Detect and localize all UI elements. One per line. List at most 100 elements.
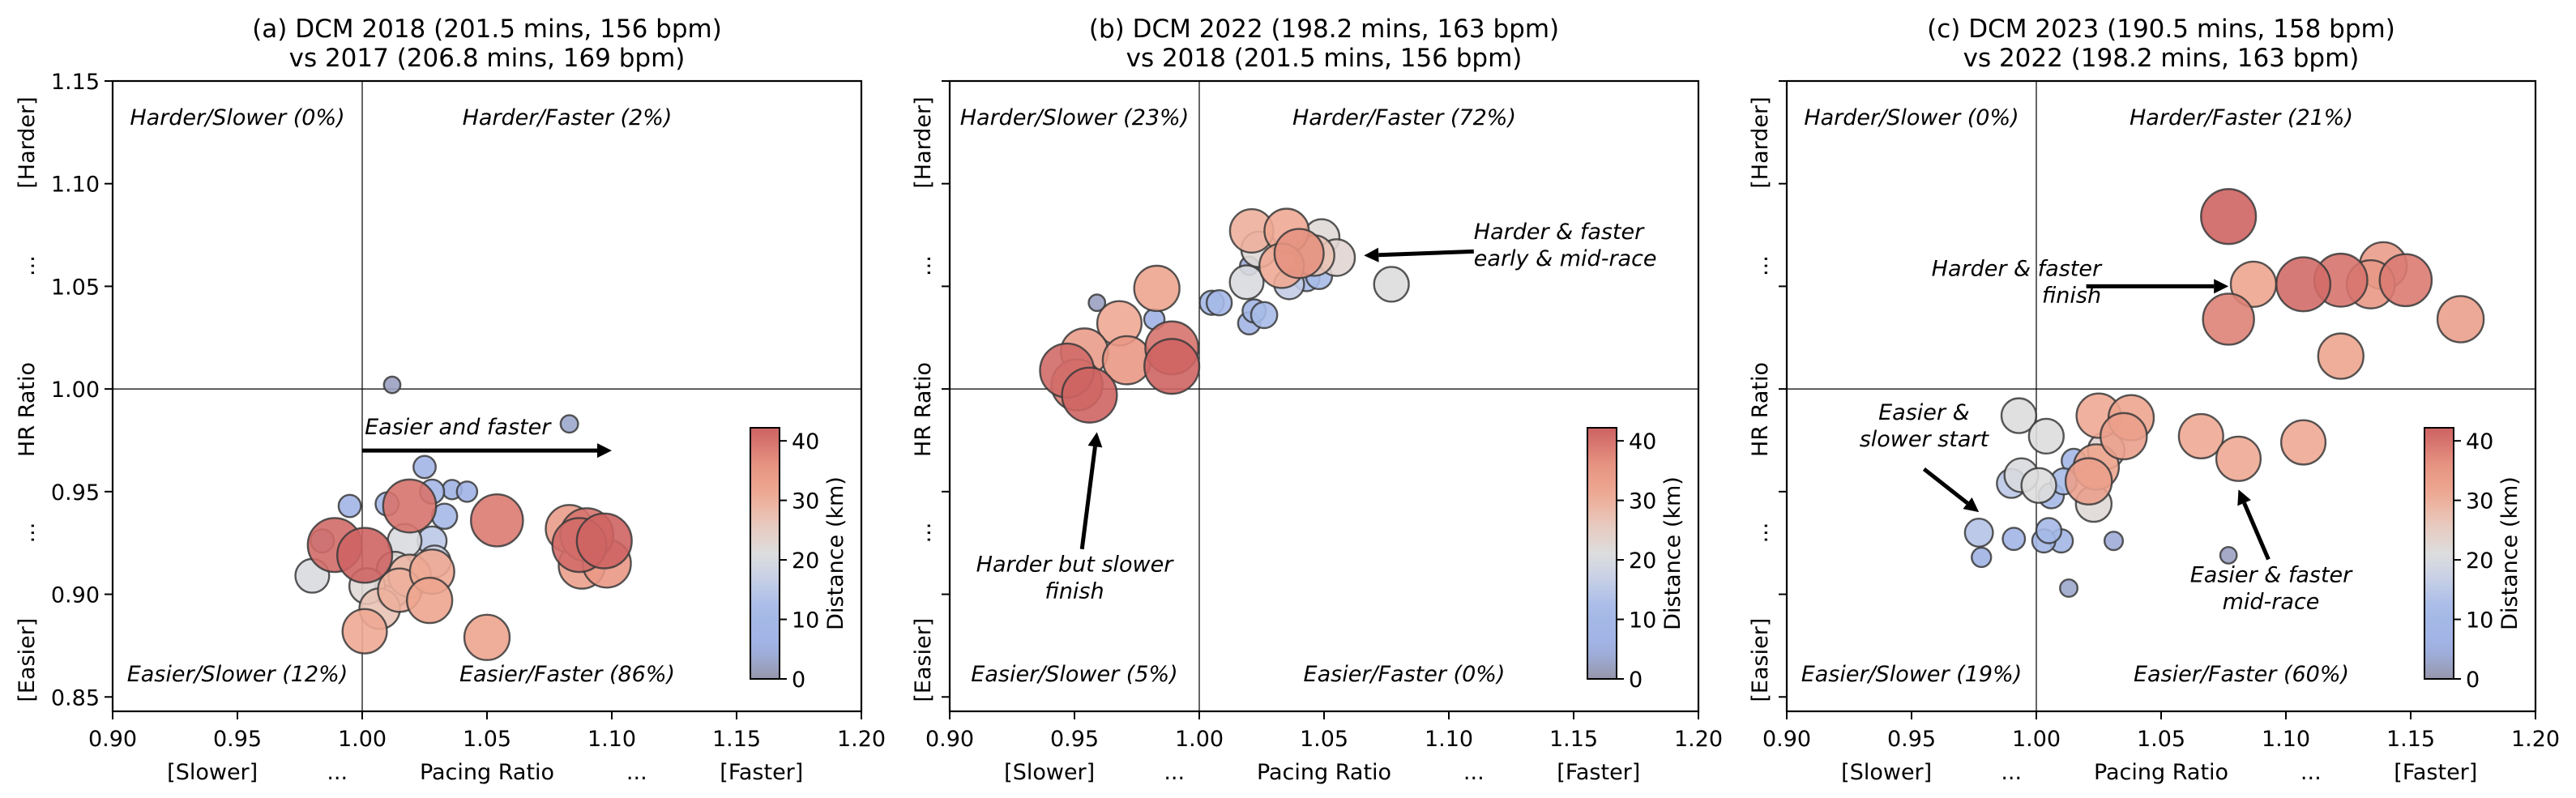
x-axis-ellipsis: ... [327, 760, 348, 785]
x-tick-label: 1.00 [1175, 727, 1224, 752]
data-point [2000, 397, 2038, 434]
x-axis-label-faster: [Faster] [2394, 760, 2477, 785]
annotation-arrow-head [1963, 497, 1980, 513]
data-point [2020, 467, 2057, 504]
y-tick-label: 1.05 [51, 275, 100, 300]
data-point [406, 576, 454, 625]
y-axis-label-easier: [Easier] [15, 618, 40, 702]
quadrant-label-top-right: Harder/Faster (21%) [2130, 105, 2353, 130]
colorbar-tick-label: 40 [1629, 429, 1656, 454]
data-point [1061, 366, 1118, 424]
y-tick-label: 0.90 [51, 583, 100, 608]
x-tick-label: 1.00 [2012, 727, 2061, 752]
colorbar-tick-label: 30 [1629, 489, 1656, 514]
colorbar-tick-label: 30 [792, 489, 819, 514]
colorbar-tick-label: 0 [1629, 668, 1643, 693]
colorbar-tick-label: 10 [2466, 608, 2493, 634]
data-point [2200, 188, 2258, 245]
annotation-arrow-shaft [1079, 446, 1097, 550]
colorbar-tick-label: 10 [792, 608, 819, 634]
chart-title-line-1: (b) DCM 2022 (198.2 mins, 163 bpm) [1089, 15, 1559, 44]
data-point [1228, 264, 1265, 301]
data-point [2059, 578, 2079, 598]
data-point [2378, 253, 2433, 308]
colorbar-label: Distance (km) [823, 476, 848, 630]
data-point [382, 478, 438, 534]
y-tick-label: 1.00 [51, 378, 100, 403]
data-point [455, 480, 479, 503]
colorbar-tick-label: 40 [2466, 429, 2493, 454]
data-point [2177, 412, 2224, 459]
chart-title-line-2: vs 2017 (206.8 mins, 169 bpm) [289, 44, 686, 73]
panel-b: (b) DCM 2022 (198.2 mins, 163 bpm)vs 201… [911, 15, 1723, 785]
annotation-text: mid-race [2223, 589, 2320, 614]
chart-title-line-1: (c) DCM 2023 (190.5 mins, 158 bpm) [1927, 15, 2395, 44]
annotation-text: Harder & faster [1932, 257, 2103, 282]
y-axis-ellipsis: ... [15, 255, 40, 276]
x-axis-label-slower: [Slower] [1841, 760, 1932, 785]
x-tick-label: 0.90 [88, 727, 137, 752]
chart-title-line-2: vs 2022 (198.2 mins, 163 bpm) [1963, 44, 2360, 73]
x-tick-label: 1.15 [2386, 727, 2435, 752]
data-point [1205, 288, 1233, 317]
data-point [2317, 332, 2365, 380]
x-axis-ellipsis: ... [2001, 760, 2022, 785]
annotation-text: Easier & [1878, 400, 1970, 425]
x-tick-label: 1.20 [837, 727, 886, 752]
y-axis-ellipsis: ... [911, 523, 936, 544]
quadrant-label-top-left: Harder/Slower (0%) [1804, 105, 2019, 130]
data-point [2215, 435, 2262, 482]
x-axis-ellipsis: ... [626, 760, 647, 785]
y-tick-label: 0.85 [51, 685, 100, 711]
x-tick-label: 1.15 [712, 727, 761, 752]
data-point [337, 493, 362, 518]
data-point [463, 613, 511, 661]
data-point [2064, 457, 2113, 506]
data-point [2035, 517, 2063, 544]
data-point [382, 375, 402, 395]
y-axis-label-easier: [Easier] [911, 618, 936, 702]
annotation-arrow-shaft [2242, 501, 2271, 561]
x-tick-label: 1.10 [587, 727, 636, 752]
x-axis-label: Pacing Ratio [1257, 760, 1391, 785]
y-tick-label: 1.15 [51, 70, 100, 95]
data-point [2275, 256, 2332, 313]
data-point [341, 608, 388, 655]
data-point [1971, 546, 1993, 569]
quadrant-label-bottom-left: Easier/Slower (19%) [1801, 662, 2023, 687]
x-axis-label-faster: [Faster] [720, 760, 803, 785]
data-point [2219, 546, 2238, 565]
annotation-arrow-shaft [1378, 249, 1474, 258]
colorbar-tick-label: 30 [2466, 489, 2493, 514]
colorbar [1587, 427, 1617, 680]
x-axis-ellipsis: ... [1164, 760, 1185, 785]
x-tick-label: 1.00 [338, 727, 387, 752]
data-point [1273, 228, 1325, 280]
data-point [2202, 292, 2255, 346]
y-axis-ellipsis: ... [1748, 523, 1773, 544]
annotation-text: early & mid-race [1474, 246, 1657, 271]
y-axis-label-harder: [Harder] [911, 96, 936, 188]
data-point [1963, 518, 1994, 548]
chart-title-line-2: vs 2018 (201.5 mins, 156 bpm) [1126, 44, 1523, 73]
annotation-arrow-head [1087, 432, 1103, 448]
x-axis-label: Pacing Ratio [2094, 760, 2228, 785]
x-tick-label: 1.10 [1425, 727, 1473, 752]
x-tick-label: 0.90 [925, 727, 974, 752]
y-axis-ellipsis: ... [15, 523, 40, 544]
annotation-text: Easier and faster [365, 415, 552, 440]
colorbar-tick-label: 20 [792, 548, 819, 574]
data-point [559, 414, 579, 434]
panel-a: (a) DCM 2018 (201.5 mins, 156 bpm)vs 201… [15, 15, 886, 785]
annotation-text: Easier & faster [2190, 562, 2353, 587]
quadrant-label-bottom-right: Easier/Faster (60%) [2134, 662, 2349, 687]
y-tick-label: 1.10 [51, 173, 100, 198]
colorbar-label: Distance (km) [2497, 476, 2523, 630]
data-point [2436, 295, 2485, 344]
annotation-arrow-head [597, 443, 612, 459]
y-axis-label: HR Ratio [1748, 362, 1773, 457]
data-point [2279, 419, 2327, 466]
quadrant-label-bottom-left: Easier/Slower (5%) [971, 662, 1177, 687]
axes-frame [1785, 79, 2537, 713]
